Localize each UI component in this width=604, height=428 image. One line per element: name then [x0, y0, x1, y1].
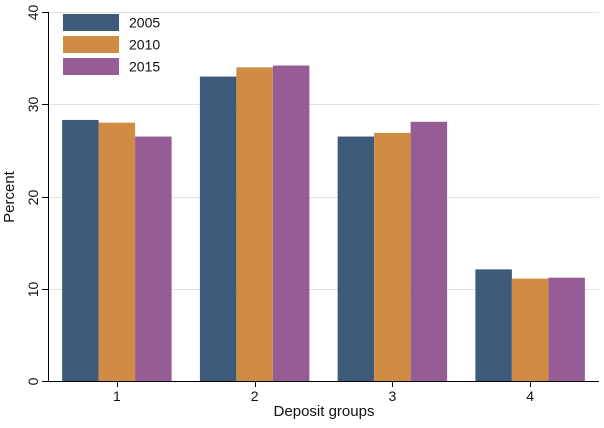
bar-2015-group-1 — [135, 136, 172, 381]
y-axis-title: Percent — [1, 170, 18, 223]
legend-label-2015: 2015 — [129, 59, 160, 75]
bars — [62, 65, 585, 382]
x-tick-label: 2 — [251, 388, 259, 404]
y-tick-label: 10 — [25, 282, 41, 298]
legend-swatch-2005 — [63, 14, 119, 31]
bar-2005-group-2 — [199, 76, 237, 381]
bar-2010-group-2 — [236, 67, 273, 381]
y-tick-label: 30 — [25, 97, 41, 113]
legend-label-2010: 2010 — [129, 37, 160, 53]
legend: 2005 2010 2015 — [63, 14, 160, 75]
bar-2005-group-4 — [475, 269, 512, 381]
legend-swatch-2010 — [63, 36, 119, 53]
x-tick-label: 4 — [526, 388, 534, 404]
legend-label-2005: 2005 — [129, 15, 160, 31]
y-tick-label: 40 — [25, 5, 41, 21]
x-tick-label: 3 — [388, 388, 396, 404]
bar-2005-group-3 — [337, 136, 375, 381]
bar-2010-group-1 — [98, 122, 136, 381]
legend-swatch-2015 — [63, 58, 119, 75]
bar-2015-group-2 — [272, 65, 310, 381]
y-tick-label: 20 — [25, 190, 41, 206]
y-tick-label: 0 — [25, 377, 41, 385]
x-axis-title: Deposit groups — [274, 403, 375, 420]
x-tick-label: 1 — [113, 388, 121, 404]
bar-2010-group-3 — [374, 132, 411, 381]
bar-2015-group-3 — [410, 121, 448, 381]
bar-2010-group-4 — [511, 278, 549, 381]
axes: 0 10 20 30 40 1 2 3 4 — [25, 5, 599, 404]
bar-2015-group-4 — [548, 277, 585, 381]
bar-2005-group-1 — [62, 119, 99, 382]
